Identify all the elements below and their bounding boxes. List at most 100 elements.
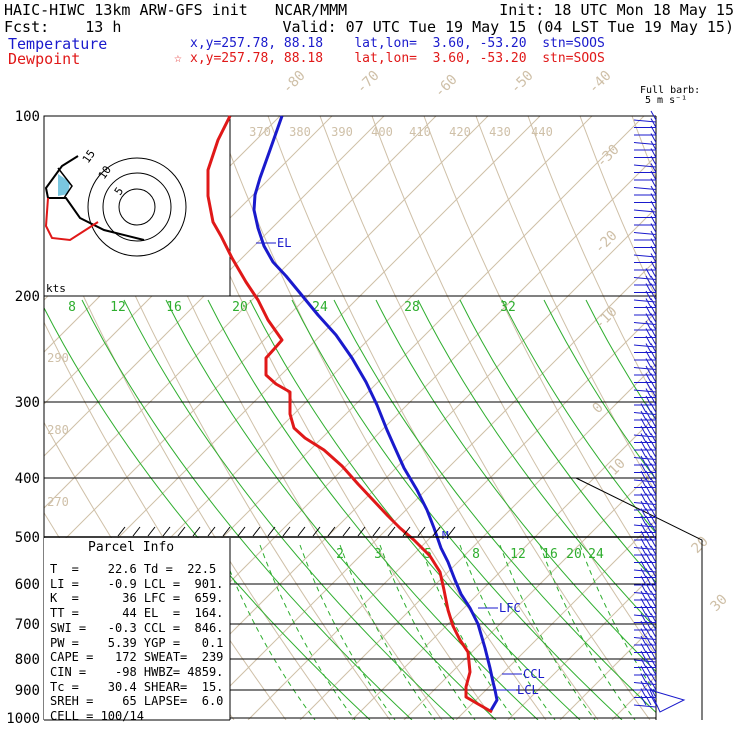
wind-barb-feather	[650, 538, 657, 548]
wind-barb-feather	[645, 433, 652, 443]
wind-barb-feather	[650, 598, 657, 608]
wind-barb-feather	[645, 403, 652, 413]
hodograph-ring	[102, 172, 172, 242]
wind-barb-feather	[650, 455, 657, 466]
wind-barb-feather	[650, 155, 657, 166]
wind-barb-feather	[645, 665, 652, 676]
hatch-mark	[402, 526, 411, 537]
wind-barb-feather	[645, 350, 652, 361]
marker-lcl: LCL	[517, 683, 539, 697]
pressure-tick-label: 200	[15, 289, 40, 305]
wind-barb-feather	[645, 568, 652, 578]
mixing-ratio-label-lower: 8	[472, 547, 480, 562]
wind-barb-feather	[650, 620, 657, 631]
wind-barb-feather	[650, 590, 657, 601]
wind-barb-feather	[650, 485, 657, 496]
wind-barb-feather	[640, 673, 647, 683]
wind-barb-feather	[645, 388, 652, 398]
wind-barb-feather	[645, 275, 652, 286]
wind-barb-feather	[650, 470, 657, 481]
wind-barb-feather	[650, 343, 657, 353]
theta-label: 380	[289, 125, 311, 139]
hatch-mark	[147, 526, 156, 537]
hatch-mark	[162, 526, 171, 537]
wind-barb-feather	[650, 140, 657, 151]
hodograph-ring-label: 15	[80, 147, 98, 165]
wind-barb-feather	[650, 320, 657, 331]
wind-barb-feather	[640, 448, 647, 458]
wind-barb-feather	[645, 590, 652, 601]
parcel-info-row: T = 22.6 Td = 22.5	[50, 562, 217, 576]
wind-barb-feather	[640, 410, 647, 421]
wind-barb-feather	[650, 275, 657, 286]
wind-barb-feather	[640, 538, 647, 548]
wind-barb-feather	[640, 688, 647, 698]
wind-barb-feather	[645, 470, 652, 481]
wind-barb-feather	[650, 163, 657, 173]
parcel-info-row: CAPE = 172 SWEAT= 239	[50, 650, 224, 665]
wind-barb-feather	[650, 148, 657, 158]
wind-barb-feather	[650, 695, 657, 706]
pressure-tick-label: 400	[15, 471, 40, 487]
hatch-mark	[357, 526, 366, 537]
wind-barb-feather	[650, 283, 657, 293]
wind-barb-feather	[650, 560, 657, 571]
isotherm-label: -80	[280, 68, 309, 97]
wind-barb-feather	[645, 583, 652, 593]
mixing-ratio-label: 20	[232, 300, 248, 315]
wind-barb-feather	[645, 620, 652, 631]
wind-barb-feather	[640, 418, 647, 428]
wind-barb-feather	[645, 290, 652, 301]
marker-el: EL	[277, 236, 291, 250]
theta-label: 390	[331, 125, 353, 139]
hatch-mark	[312, 526, 321, 537]
parcel-info-row: K = 36 LFC = 659.	[50, 591, 224, 606]
wind-barb-feather	[640, 478, 647, 488]
wind-barb-feather	[640, 455, 647, 466]
isotherm-label: 10	[606, 456, 629, 479]
parcel-info-row: PW = 5.39 YGP = 0.1	[50, 635, 224, 650]
hatch-mark	[237, 526, 246, 537]
wind-barb-feather	[645, 575, 652, 586]
wind-barb-feather	[640, 635, 647, 646]
wind-barb-feather	[645, 500, 652, 511]
marker-m: M	[442, 529, 449, 542]
pressure-tick-label: 1000	[6, 711, 40, 727]
barb-legend-line2: 5 m s⁻¹	[645, 95, 688, 106]
wind-barb-feather	[650, 650, 657, 661]
hodograph-shaded-area	[58, 174, 70, 196]
mixing-ratio-label-lower: 3	[374, 547, 382, 562]
hodograph-ring	[118, 188, 156, 226]
hatch-mark	[387, 526, 396, 537]
isotherm-label: -40	[586, 68, 615, 97]
wind-barb-feather	[650, 193, 657, 203]
wind-barb-cluster	[649, 689, 686, 713]
theta-label: 430	[489, 125, 511, 139]
wind-barb-feather	[640, 523, 647, 533]
isotherm-label: 30	[708, 592, 731, 615]
wind-barb-feather	[645, 425, 652, 436]
isotherm-label: -10	[592, 304, 621, 333]
wind-barb-feather	[645, 635, 652, 646]
pressure-tick-label: 500	[15, 530, 40, 546]
theta-label: 370	[249, 125, 271, 139]
wind-barb-feather	[650, 658, 657, 668]
wind-barb-feather	[650, 290, 657, 301]
wind-barb-feather	[650, 215, 657, 226]
wind-barb-feather	[650, 305, 657, 316]
wind-barb-feather	[650, 440, 657, 451]
wind-barb-feather	[645, 410, 652, 421]
wind-barb-feather	[650, 395, 657, 406]
wind-barb-feather	[645, 515, 652, 526]
hodograph-frame	[43, 115, 231, 297]
wind-barb-feather	[645, 298, 652, 308]
wind-barb-feather	[650, 545, 657, 556]
wind-barb	[633, 704, 657, 708]
wind-barb-feather	[650, 230, 657, 241]
hatch-mark	[117, 526, 126, 537]
valid-time: Valid: 07 UTC Tue 19 May 15 (04 LST Tue …	[282, 18, 734, 36]
dewpoint-coords: x,y=257.78, 88.18 lat,lon= 3.60, -53.20 …	[190, 51, 605, 66]
dewpoint-legend: Dewpoint	[8, 50, 81, 68]
wind-barb-feather	[645, 305, 652, 316]
mixing-ratio-label-lower: 16	[542, 547, 558, 562]
